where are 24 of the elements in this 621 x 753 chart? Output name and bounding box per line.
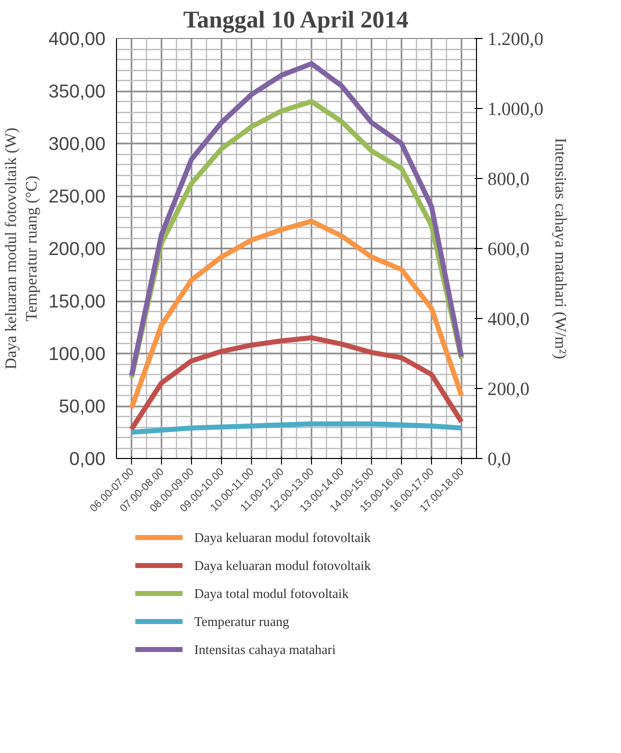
y-tick-label: 300,00	[48, 133, 106, 154]
y2-tick-label: 1.200,0	[488, 29, 544, 50]
y-tick-label: 400,00	[48, 28, 106, 49]
y-tick-label: 350,00	[48, 80, 106, 102]
y-tick-label: 150,00	[48, 290, 106, 312]
y-axis-title: Daya keluaran modul fotovoltaik (W) Temperatur ruang (°C)	[3, 128, 40, 370]
y2-tick-label: 800,0	[488, 169, 530, 190]
y-tick-label: 50,00	[58, 396, 106, 416]
y-tick-label: 250,00	[48, 186, 106, 206]
y-tick-label: 0,00	[69, 448, 106, 469]
y2-tick-label: 1.000,0	[488, 99, 544, 120]
y-tick-label: 200,00	[48, 238, 106, 259]
legend-label: Daya keluaran modul fotovoltaik	[194, 530, 372, 545]
y2-axis-title: Intensitas cahaya matahari (W/m²)	[551, 138, 568, 360]
legend-label: Temperatur ruang	[194, 614, 290, 629]
legend-label: Daya keluaran modul fotovoltaik	[194, 558, 372, 573]
y2-tick-label: 0,0	[488, 449, 511, 470]
y2-tick-label: 400,0	[488, 309, 530, 330]
chart-title: Tanggal 10 April 2014	[183, 8, 408, 34]
y2-tick-label: 600,0	[488, 239, 530, 260]
legend-label: Intensitas cahaya matahari	[194, 642, 336, 657]
y2-tick-label: 200,0	[488, 379, 530, 400]
legend-label: Daya total modul fotovoltaik	[194, 586, 349, 601]
y-tick-label: 100,00	[48, 343, 106, 364]
